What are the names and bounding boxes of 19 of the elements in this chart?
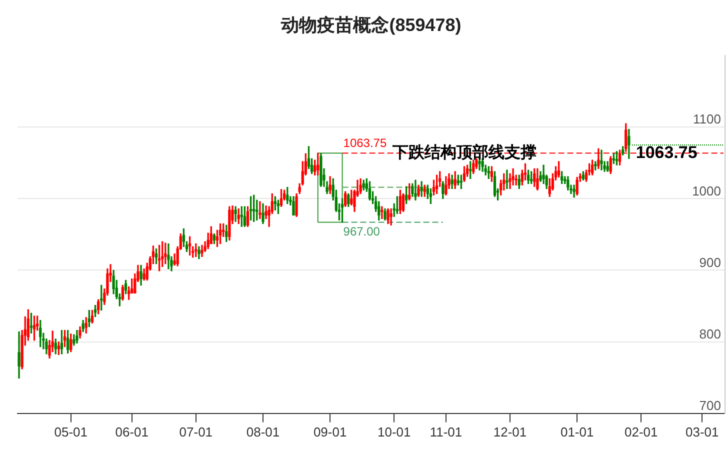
y-tick-label: 1100 [693,112,721,127]
data-label: 1063.75 [343,136,387,150]
chart-title: 动物疫苗概念(859478) [280,14,462,35]
x-tick-label: 02-01 [624,424,658,440]
y-tick-label: 1000 [692,183,721,198]
x-tick-label: 03-01 [686,424,719,440]
data-label: 967.00 [343,224,380,239]
x-tick-label: 12-01 [493,424,527,440]
y-tick-label: 700 [699,398,721,413]
x-tick-label: 01-01 [560,424,594,440]
y-tick-label: 800 [699,326,721,342]
x-tick-label: 08-01 [246,424,280,440]
y-tick-label: 900 [699,254,721,270]
x-tick-label: 10-01 [377,424,411,440]
x-tick-label: 07-01 [179,424,213,440]
x-tick-label: 06-01 [115,424,148,440]
x-tick-label: 05-01 [54,424,88,440]
x-tick-label: 09-01 [313,424,347,440]
x-tick-label: 11-01 [430,424,462,440]
